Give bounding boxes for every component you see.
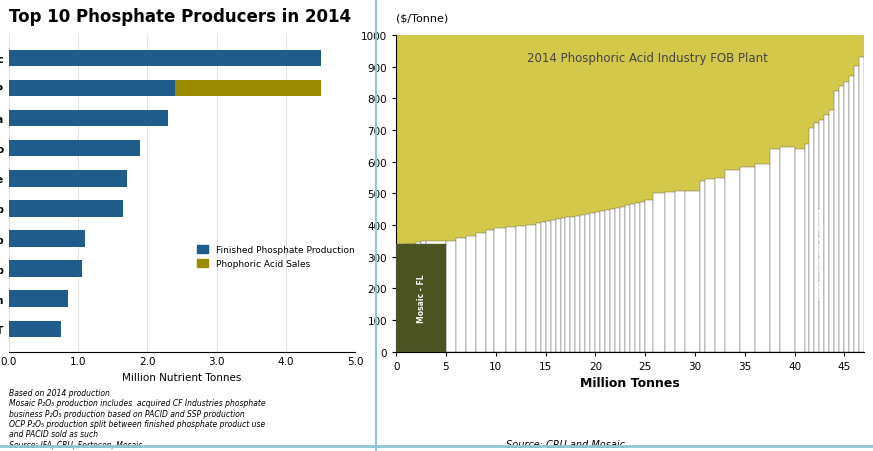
X-axis label: Million Nutrient Tonnes: Million Nutrient Tonnes <box>122 372 242 382</box>
Bar <box>404 244 411 352</box>
Bar <box>815 124 820 352</box>
Text: Mosaic - FL: Mosaic - FL <box>416 274 426 322</box>
Bar <box>685 191 700 352</box>
Text: Based on 2014 production
Mosaic P₂O₅ production includes  acquired CF Industries: Based on 2014 production Mosaic P₂O₅ pro… <box>9 388 265 449</box>
Bar <box>486 230 494 352</box>
Bar <box>416 243 421 352</box>
Bar <box>824 115 829 352</box>
Bar <box>820 121 824 352</box>
Bar <box>9 321 61 337</box>
Bar <box>636 204 640 352</box>
Bar <box>175 80 320 97</box>
Bar <box>9 170 127 187</box>
Bar <box>805 145 809 352</box>
Bar <box>849 77 855 352</box>
Bar <box>575 216 581 352</box>
Bar <box>536 224 540 352</box>
Bar <box>555 219 560 352</box>
Bar <box>446 241 456 352</box>
Legend: Finished Phosphate Production, Phophoric Acid Sales: Finished Phosphate Production, Phophoric… <box>194 242 358 272</box>
Bar <box>645 201 653 352</box>
Bar <box>630 205 636 352</box>
Bar <box>605 210 610 352</box>
Bar <box>725 170 739 352</box>
Bar <box>610 210 615 352</box>
Text: ($/Tonne): ($/Tonne) <box>396 14 449 23</box>
Bar <box>595 213 601 352</box>
Bar <box>700 181 705 352</box>
Bar <box>615 209 621 352</box>
Bar <box>551 221 555 352</box>
Bar <box>625 206 630 352</box>
Bar <box>466 236 476 352</box>
Bar <box>456 238 466 352</box>
Bar <box>835 91 839 352</box>
Bar <box>675 191 685 352</box>
Bar <box>794 150 805 352</box>
Bar <box>586 215 590 352</box>
Text: Mosaic - Uncle Sam & Faustina: Mosaic - Uncle Sam & Faustina <box>817 208 822 299</box>
Bar <box>546 222 551 352</box>
Bar <box>601 212 605 352</box>
Bar <box>9 110 168 127</box>
Bar <box>560 219 566 352</box>
Bar <box>540 223 546 352</box>
Bar <box>494 229 505 352</box>
Bar <box>640 203 645 352</box>
Bar <box>566 218 570 352</box>
Bar <box>396 244 446 352</box>
Bar <box>396 248 404 352</box>
Bar <box>516 226 526 352</box>
Text: 2014 Phosphoric Acid Industry FOB Plant: 2014 Phosphoric Acid Industry FOB Plant <box>527 52 768 65</box>
Text: Top 10 Phosphate Producers in 2014: Top 10 Phosphate Producers in 2014 <box>9 8 351 26</box>
Bar <box>9 261 81 277</box>
Bar <box>590 213 595 352</box>
Bar <box>9 231 85 247</box>
Bar <box>9 201 123 217</box>
Bar <box>829 111 835 352</box>
Bar <box>476 234 486 352</box>
Bar <box>755 165 770 352</box>
Bar <box>780 148 794 352</box>
Text: Source: CRU and Mosaic: Source: CRU and Mosaic <box>506 439 625 449</box>
Bar <box>426 241 446 352</box>
Bar <box>421 242 426 352</box>
Bar <box>570 217 575 352</box>
Bar <box>844 83 849 352</box>
Bar <box>665 192 675 352</box>
Bar <box>653 194 665 352</box>
Bar <box>9 51 320 67</box>
Bar <box>715 178 725 352</box>
Bar <box>9 291 68 308</box>
Bar <box>770 150 780 352</box>
Bar <box>855 67 859 352</box>
X-axis label: Million Tonnes: Million Tonnes <box>581 376 680 389</box>
Bar <box>809 129 815 352</box>
Bar <box>9 80 175 97</box>
Bar <box>505 227 516 352</box>
Bar <box>739 168 755 352</box>
Bar <box>411 244 416 352</box>
Bar <box>839 87 844 352</box>
Bar <box>581 216 586 352</box>
Bar <box>621 207 625 352</box>
Bar <box>526 226 536 352</box>
Bar <box>705 180 715 352</box>
Bar <box>859 58 864 352</box>
Bar <box>9 141 141 157</box>
